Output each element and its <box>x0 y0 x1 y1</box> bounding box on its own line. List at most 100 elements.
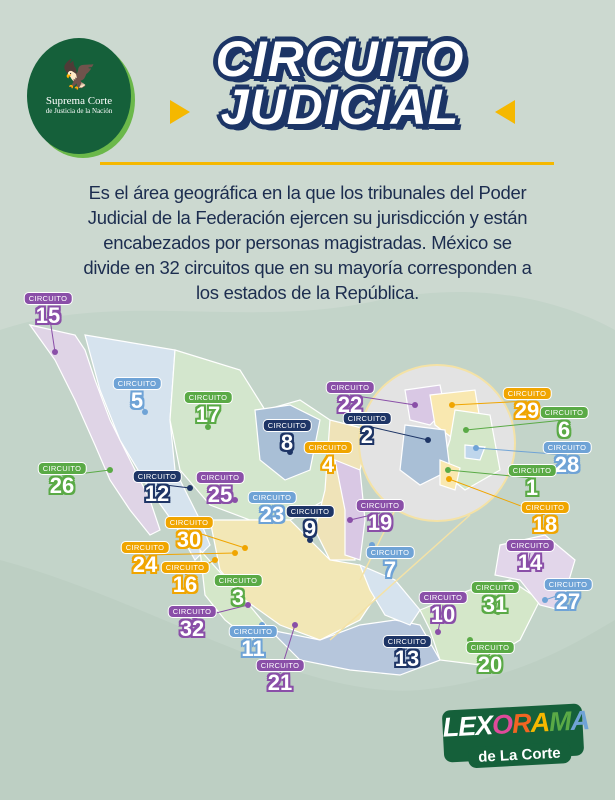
leader-line-2 <box>366 425 429 441</box>
circuit-number: 10 <box>430 602 456 627</box>
circuit-label-8: CIRCUITO 8 <box>262 415 312 454</box>
circuit-number: 29 <box>514 398 540 423</box>
circuit-number: 15 <box>35 303 61 328</box>
circuit-number: 7 <box>383 557 397 582</box>
circuit-label-20: CIRCUITO 20 <box>465 637 515 677</box>
circuit-word: CIRCUITO <box>255 659 305 672</box>
circuit-label-22: CIRCUITO 22 <box>325 377 375 416</box>
circuit-word: CIRCUITO <box>195 471 245 484</box>
veracruz <box>358 563 421 626</box>
circuit-number: 19 <box>367 510 393 535</box>
circuit-number: 25 <box>207 482 233 507</box>
leader-line-8 <box>286 432 291 453</box>
circuit-label-26: CIRCUITO 26 <box>37 458 87 498</box>
circuit-label-28: CIRCUITO 28 <box>542 437 592 476</box>
circuit-label-31: CIRCUITO 31 <box>470 577 520 616</box>
circuit-label-12: CIRCUITO 12 <box>132 466 182 505</box>
circuit-number: 11 <box>241 636 265 661</box>
baja-california-region <box>28 324 161 536</box>
circuit-word: CIRCUITO <box>355 499 405 512</box>
circuit-label-30: CIRCUITO 30 <box>164 512 214 552</box>
circuit-word: CIRCUITO <box>132 470 182 483</box>
circuit-marker-10 <box>435 629 441 635</box>
lexorama-letter: X <box>474 710 493 741</box>
leader-line-29 <box>451 400 528 406</box>
circuit-word: CIRCUITO <box>112 377 162 390</box>
lexorama-wordmark: LEXORAMA <box>441 703 590 744</box>
circuit-label-29: CIRCUITO 29 <box>502 383 552 423</box>
circuit-word: CIRCUITO <box>465 641 515 654</box>
circuit-marker-26 <box>107 467 113 473</box>
circuit-word: CIRCUITO <box>167 605 217 618</box>
circuit-label-11: CIRCUITO 11 <box>228 621 278 661</box>
circuit-marker-17 <box>205 424 211 430</box>
leader-line-19 <box>349 512 381 521</box>
circuit-number: 2 <box>360 423 374 448</box>
tamaulipas <box>334 459 366 561</box>
circuit-label-14: CIRCUITO 14 <box>505 535 555 575</box>
circuit-number: 18 <box>532 512 558 537</box>
page-title: CIRCUITO JUDICIAL <box>190 31 490 132</box>
leader-line-30 <box>188 529 246 549</box>
circuit-marker-27 <box>542 597 548 603</box>
circuit-word: CIRCUITO <box>542 441 592 454</box>
leader-line-12 <box>156 483 191 489</box>
circuit-marker-9 <box>307 537 313 543</box>
circuit-word: CIRCUITO <box>262 419 312 432</box>
circuit-label-13: CIRCUITO 13 <box>382 631 432 670</box>
circuit-word: CIRCUITO <box>164 516 214 529</box>
circuit-word: CIRCUITO <box>505 539 555 552</box>
lexorama-letter: R <box>511 708 532 740</box>
circuit-marker-30 <box>242 545 248 551</box>
title-line-1: CIRCUITO <box>215 31 465 87</box>
logo-name: Suprema Corte <box>45 95 113 107</box>
circuit-number: 20 <box>477 652 503 677</box>
circuit-word: CIRCUITO <box>507 464 557 477</box>
circuit-word: CIRCUITO <box>502 387 552 400</box>
circuit-marker-23 <box>279 512 285 518</box>
eagle-emblem-icon: 🦅 <box>61 59 97 90</box>
circuit-word: CIRCUITO <box>228 625 278 638</box>
circuit-label-23: CIRCUITO 23 <box>247 487 297 527</box>
leader-line-26 <box>61 469 111 477</box>
circuit-marker-14 <box>525 562 531 568</box>
circuit-word: CIRCUITO <box>539 406 589 419</box>
circuit-label-18: CIRCUITO 18 <box>520 497 570 537</box>
circuit-number: 6 <box>557 417 571 442</box>
circuit-label-32: CIRCUITO 32 <box>167 601 217 641</box>
circuit-label-21: CIRCUITO 21 <box>255 655 305 695</box>
circuit-marker-12 <box>187 485 193 491</box>
circuit-number: 27 <box>555 589 581 614</box>
circuit-number: 30 <box>176 527 202 552</box>
circuit-word: CIRCUITO <box>160 561 210 574</box>
circuit-word: CIRCUITO <box>520 501 570 514</box>
circuit-marker-4 <box>327 467 333 473</box>
leader-line-5 <box>136 390 146 413</box>
circuit-marker-13 <box>397 647 403 653</box>
lexorama-letter: A <box>569 705 590 736</box>
logo-subtitle: de Justicia de la Nación <box>45 107 113 115</box>
circuit-marker-18 <box>446 476 452 482</box>
circuit-label-10: CIRCUITO 10 <box>418 587 468 627</box>
circuit-marker-2 <box>425 437 431 443</box>
circuit-number: 23 <box>259 502 285 527</box>
circuit-label-4: CIRCUITO 4 <box>303 437 353 476</box>
scjn-logo: 🦅 Suprema Corte de Justicia de la Nación <box>27 38 131 154</box>
circuit-number: 3 <box>231 585 245 610</box>
leader-line-22 <box>349 394 416 406</box>
circuit-marker-25 <box>232 497 238 503</box>
circuit-number: 26 <box>49 473 75 498</box>
lexorama-letter: L <box>441 711 459 743</box>
circuit-number: 32 <box>179 616 205 641</box>
circuit-number: 21 <box>267 670 293 695</box>
lexorama-letter: M <box>548 705 572 738</box>
circuit-label-27: CIRCUITO 27 <box>543 574 593 614</box>
circuit-number: 14 <box>517 550 543 575</box>
circuit-number: 1 <box>525 475 539 500</box>
circuit-marker-3 <box>235 587 241 593</box>
leader-line-27 <box>544 591 569 601</box>
circuit-word: CIRCUITO <box>382 635 432 648</box>
circuit-marker-22 <box>412 402 418 408</box>
circuit-marker-5 <box>142 409 148 415</box>
circuit-word: CIRCUITO <box>543 578 593 591</box>
